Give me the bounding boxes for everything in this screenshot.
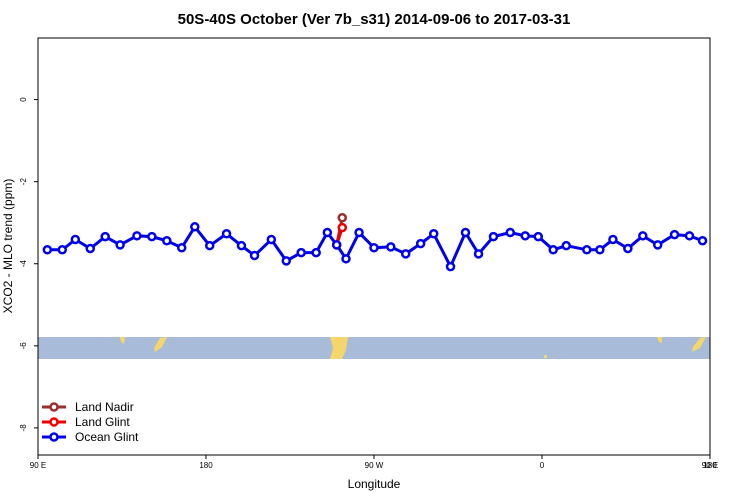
point: [162, 236, 172, 246]
point: [115, 240, 125, 250]
y-tick-label: -4: [19, 260, 28, 268]
point: [331, 240, 342, 250]
point: [236, 240, 247, 251]
point: [85, 243, 96, 254]
point: [505, 227, 516, 238]
chart-title: 50S-40S October (Ver 7b_s31) 2014-09-06 …: [178, 11, 571, 28]
point: [428, 229, 439, 239]
point: [533, 231, 544, 242]
y-tick-label: -6: [19, 342, 28, 350]
point: [354, 227, 364, 238]
point: [147, 231, 157, 242]
point: [337, 213, 348, 223]
point: [42, 245, 53, 255]
point: [369, 242, 379, 253]
point: [341, 254, 351, 264]
series-line: [47, 224, 704, 271]
point: [520, 231, 530, 241]
land-mask-strip: [38, 337, 710, 359]
point: [311, 247, 321, 258]
legend-marker: [49, 432, 59, 442]
point: [415, 238, 426, 249]
point: [337, 222, 348, 233]
legend-marker: [49, 417, 59, 427]
x-tick-label: 180: [199, 461, 213, 470]
y-tick-label: 0: [19, 97, 28, 102]
x-tick-label: 90 E: [30, 461, 46, 470]
x-tick-label: 90 E: [702, 461, 718, 470]
point: [561, 240, 572, 251]
point: [473, 249, 484, 259]
point: [684, 231, 695, 241]
point: [322, 227, 333, 238]
x-tick-label: 90 W: [365, 461, 384, 470]
point: [548, 245, 558, 255]
point: [460, 227, 471, 238]
x-axis-label: Longitude: [348, 477, 401, 491]
legend-label: Land Glint: [75, 415, 130, 429]
y-axis-label: XCO2 - MLO trend (ppm): [1, 179, 15, 314]
point: [488, 231, 499, 242]
point: [623, 243, 633, 254]
point: [190, 222, 200, 232]
point: [400, 249, 411, 259]
point: [176, 242, 187, 253]
x-tick-label: 0: [540, 461, 545, 470]
point: [595, 245, 605, 255]
point: [132, 231, 142, 241]
point: [386, 242, 396, 252]
x-tick-label: 180: [703, 461, 717, 470]
point: [697, 236, 708, 246]
point: [638, 231, 648, 241]
point: [100, 231, 110, 242]
y-tick-label: -2: [19, 178, 28, 186]
point: [249, 250, 260, 261]
legend-label: Ocean Glint: [75, 430, 139, 444]
point: [221, 229, 232, 239]
y-tick-label: -8: [19, 424, 28, 432]
point: [57, 245, 68, 255]
point: [204, 240, 215, 251]
point: [296, 247, 306, 258]
point: [70, 234, 81, 245]
point: [669, 229, 680, 240]
point: [608, 234, 618, 245]
point: [281, 256, 292, 266]
point: [266, 234, 277, 245]
legend-marker: [49, 402, 59, 412]
legend-label: Land Nadir: [75, 400, 134, 414]
point: [445, 261, 456, 272]
point: [582, 245, 592, 255]
point: [652, 240, 663, 250]
